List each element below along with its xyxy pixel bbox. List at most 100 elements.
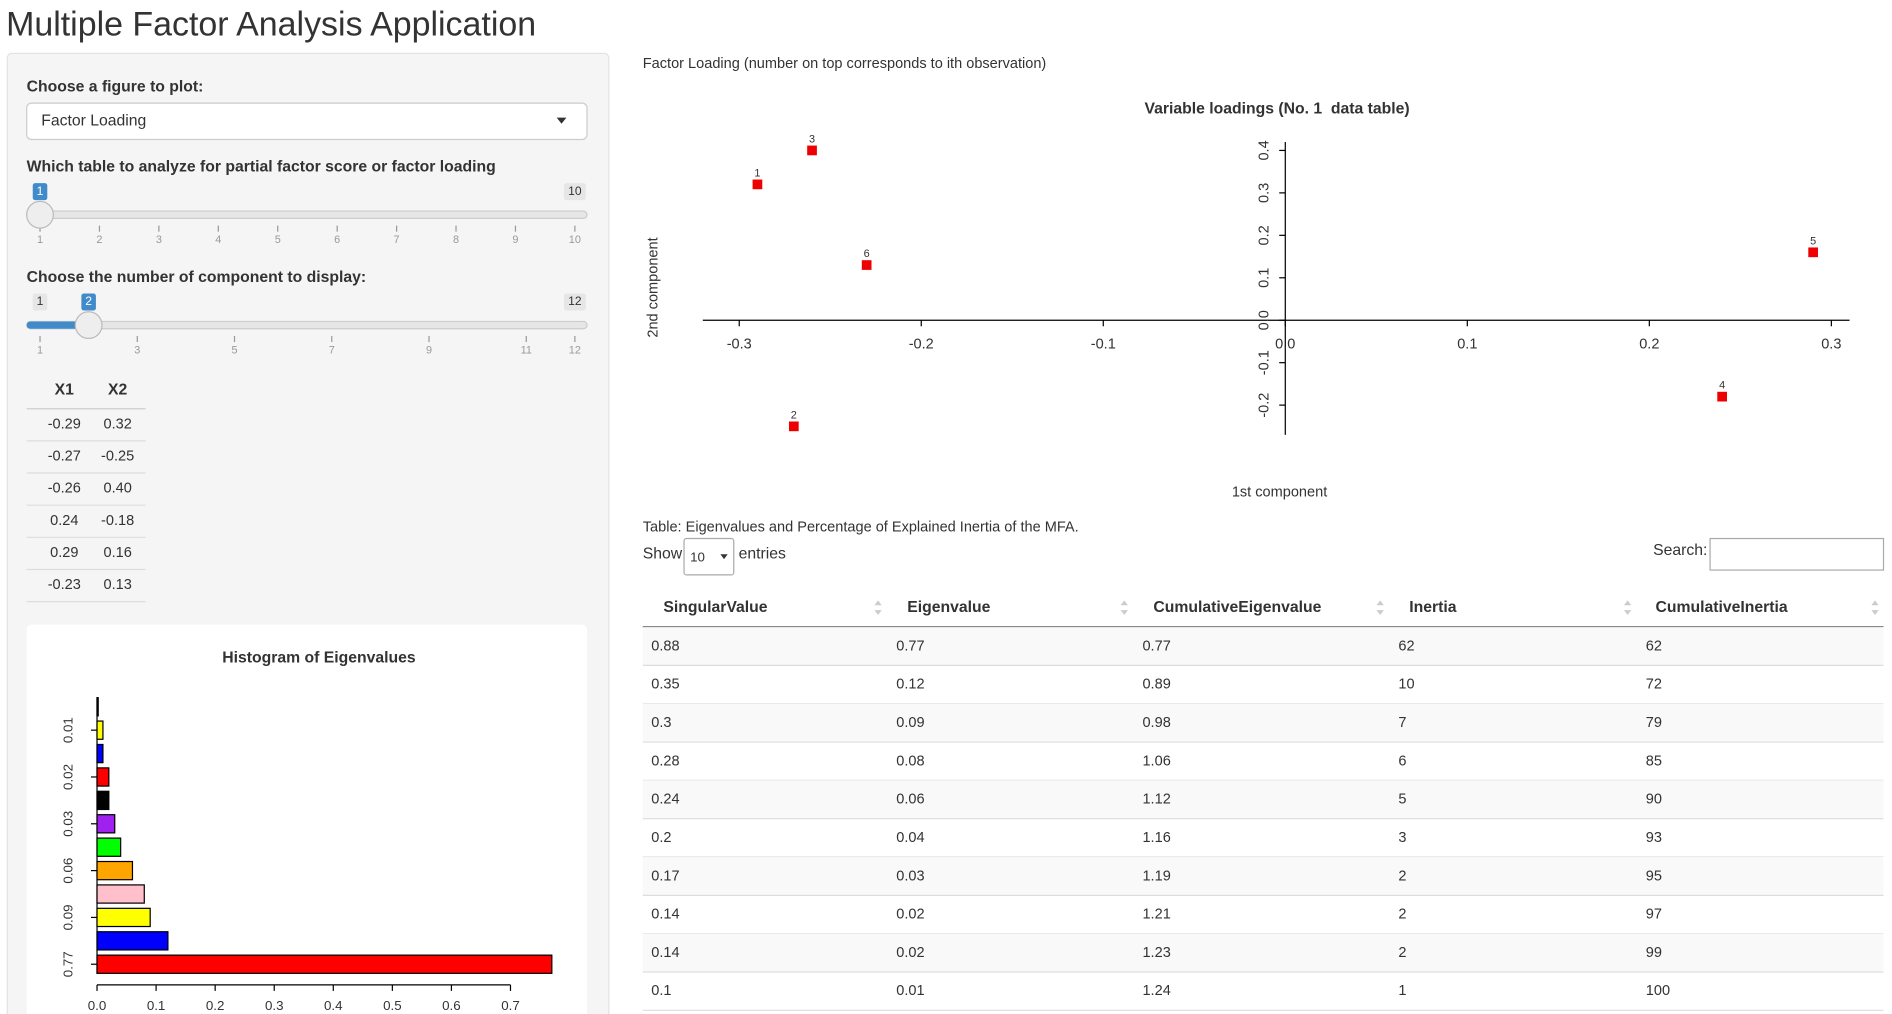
bar — [96, 907, 151, 928]
show-label: Show — [643, 545, 683, 562]
table-cell: 0.3 — [651, 715, 671, 731]
table-cell: 0.02 — [896, 907, 924, 923]
point — [861, 260, 872, 270]
table-cell: 0.28 — [651, 753, 679, 769]
bar — [96, 837, 122, 857]
table-cell: 2 — [1398, 868, 1406, 884]
table-cell: 0.08 — [896, 753, 924, 769]
point-label: 6 — [864, 248, 870, 260]
table-caption: Table: Eigenvalues and Percentage of Exp… — [643, 519, 1079, 535]
slider-tick-label: 9 — [426, 344, 432, 356]
slider-bubble — [32, 293, 48, 311]
table-cell: 1.19 — [1142, 868, 1170, 884]
y-tick-label: 0.06 — [61, 858, 76, 884]
table-cell: 0.2 — [651, 830, 671, 846]
table-cell: 93 — [1646, 830, 1662, 846]
bar — [96, 931, 169, 951]
slider-tick-label: 2 — [96, 234, 102, 246]
bar — [96, 720, 104, 740]
x-tick-label: 0.3 — [1821, 336, 1841, 352]
search-input[interactable] — [1709, 537, 1885, 571]
y-tick-label: 0.77 — [61, 951, 76, 977]
x-tick-label: 0.0 — [88, 998, 107, 1013]
table-cell: 0.04 — [896, 830, 924, 846]
point — [1808, 247, 1818, 258]
slider-bubble-label: 12 — [568, 294, 582, 308]
sort-icon[interactable] — [1120, 600, 1128, 615]
slider-tick-label: 3 — [156, 234, 162, 246]
table-cell: 1.06 — [1142, 753, 1170, 769]
column-header[interactable]: SingularValue — [663, 599, 767, 616]
bar — [96, 884, 145, 904]
select-value[interactable]: 10 — [690, 549, 705, 564]
figure-select[interactable]: Factor Loading — [26, 102, 588, 141]
x-axis-label: 1st component — [1232, 484, 1327, 500]
table-cell: 10 — [1398, 677, 1414, 693]
table-cell: 5 — [1398, 792, 1406, 808]
table-cell: 0.12 — [896, 677, 924, 693]
page-length-select[interactable]: 10 — [683, 537, 735, 576]
slider-bubble — [32, 183, 48, 201]
slider-bubble-label: 2 — [85, 294, 92, 308]
slider-fill — [26, 321, 89, 329]
app-title: Multiple Factor Analysis Application — [6, 6, 536, 44]
slider-tick-label: 10 — [569, 234, 581, 246]
table-cell: 0.13 — [103, 577, 131, 593]
slider-bubble — [81, 293, 96, 311]
slider-bubble — [563, 293, 586, 311]
select-value[interactable]: Factor Loading — [41, 112, 146, 129]
table-cell: 0.77 — [896, 638, 924, 654]
bar — [96, 697, 99, 717]
table-header: X1 — [55, 382, 75, 399]
table-cell: 0.35 — [651, 677, 679, 693]
point-label: 5 — [1810, 235, 1816, 247]
select-box[interactable] — [26, 102, 588, 141]
sort-icon[interactable] — [1623, 600, 1632, 615]
slider-tick-label: 3 — [134, 344, 140, 356]
table-cell: 3 — [1398, 830, 1406, 846]
column-header[interactable]: CumulativeEigenvalue — [1153, 599, 1321, 616]
x-tick-label: 0.6 — [442, 998, 461, 1013]
slider-handle[interactable] — [74, 311, 103, 340]
y-tick-label: -0.2 — [1257, 393, 1273, 418]
y-tick-label: 0.09 — [61, 904, 76, 930]
slider-handle[interactable] — [26, 200, 54, 229]
slider-label: Which table to analyze for partial facto… — [27, 159, 496, 176]
y-axis-label: 2nd component — [646, 237, 662, 337]
row-stripe — [642, 933, 1884, 972]
table-cell: 2 — [1398, 945, 1406, 961]
column-header[interactable]: CumulativeInertia — [1656, 599, 1788, 616]
select-caret[interactable] — [556, 117, 567, 124]
table-cell: -0.26 — [48, 481, 81, 497]
x-tick-label: -0.1 — [1091, 336, 1116, 352]
x-tick-label: 0.4 — [324, 998, 343, 1013]
sort-icon[interactable] — [1871, 600, 1879, 615]
table-cell: 62 — [1398, 638, 1414, 654]
table-cell: 0.09 — [896, 715, 924, 731]
histogram-panel — [26, 624, 588, 1014]
table-cell: 0.1 — [651, 983, 671, 999]
table-cell: 0.14 — [651, 907, 679, 923]
select-caret[interactable] — [720, 554, 728, 560]
column-header[interactable]: Eigenvalue — [907, 599, 990, 616]
select-box[interactable] — [683, 537, 735, 576]
table-cell: 85 — [1646, 753, 1662, 769]
x-tick-label: 0.1 — [1457, 336, 1477, 352]
table-cell: -0.27 — [48, 449, 81, 465]
slider-label: Choose the number of component to displa… — [27, 269, 367, 286]
sort-icon[interactable] — [1376, 600, 1384, 615]
slider-tick-label: 5 — [231, 344, 237, 356]
slider-track — [26, 210, 588, 219]
table-cell: 0.24 — [50, 513, 78, 529]
x-tick-label: 0.7 — [501, 998, 520, 1013]
table-cell: 62 — [1646, 638, 1662, 654]
x-tick-label: 0.2 — [1639, 336, 1659, 352]
column-header[interactable]: Inertia — [1409, 599, 1457, 616]
sort-icon[interactable] — [874, 600, 882, 615]
table-cell: 6 — [1398, 753, 1406, 769]
table-cell: 72 — [1646, 677, 1662, 693]
table-cell: 0.01 — [896, 983, 924, 999]
table-cell: 0.16 — [103, 545, 131, 561]
table-cell: 0.88 — [651, 638, 679, 654]
